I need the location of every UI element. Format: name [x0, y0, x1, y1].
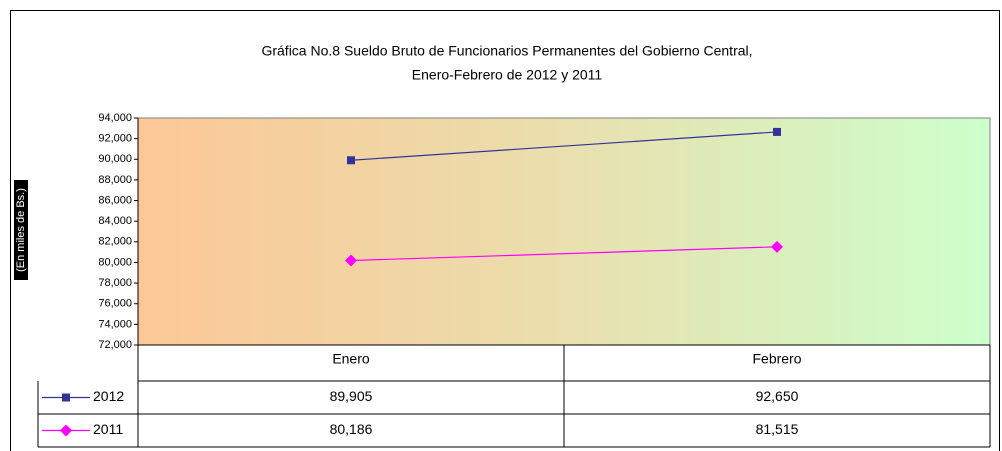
y-tick-label: 74,000 — [98, 318, 132, 330]
y-tick-label: 78,000 — [98, 277, 132, 289]
marker — [347, 156, 355, 165]
chart-title: Gráfica No.8 Sueldo Bruto de Funcionario… — [261, 43, 752, 59]
marker — [771, 240, 783, 253]
chart-title: Enero-Febrero de 2012 y 2011 — [412, 67, 603, 83]
y-axis-label: (En miles de Bs.) — [15, 188, 27, 272]
table-value: 80,186 — [330, 421, 373, 437]
y-tick-label: 90,000 — [98, 153, 132, 165]
y-tick-label: 84,000 — [98, 215, 132, 227]
y-label-bg — [14, 180, 28, 280]
series-line — [350, 131, 778, 161]
y-tick-label: 88,000 — [98, 174, 132, 186]
plot-area — [137, 117, 991, 346]
marker — [773, 127, 781, 136]
y-tick-label: 80,000 — [98, 256, 132, 268]
table-value: 81,515 — [756, 421, 799, 437]
legend-label: 2011 — [93, 421, 123, 437]
legend-label: 2012 — [93, 388, 124, 404]
series-line — [350, 246, 778, 262]
y-tick-label: 82,000 — [98, 236, 132, 248]
x-tick-label: Febrero — [752, 351, 801, 367]
x-tick-label: Enero — [332, 351, 370, 367]
y-tick-label: 86,000 — [98, 194, 132, 206]
y-tick-label: 92,000 — [98, 133, 132, 145]
table-value: 89,905 — [330, 388, 373, 404]
marker — [345, 254, 357, 267]
y-tick-label: 72,000 — [98, 339, 132, 351]
marker — [62, 393, 70, 402]
y-tick-label: 94,000 — [98, 112, 132, 124]
y-tick-label: 76,000 — [98, 298, 132, 310]
marker — [60, 424, 72, 437]
table-value: 92,650 — [756, 388, 799, 404]
